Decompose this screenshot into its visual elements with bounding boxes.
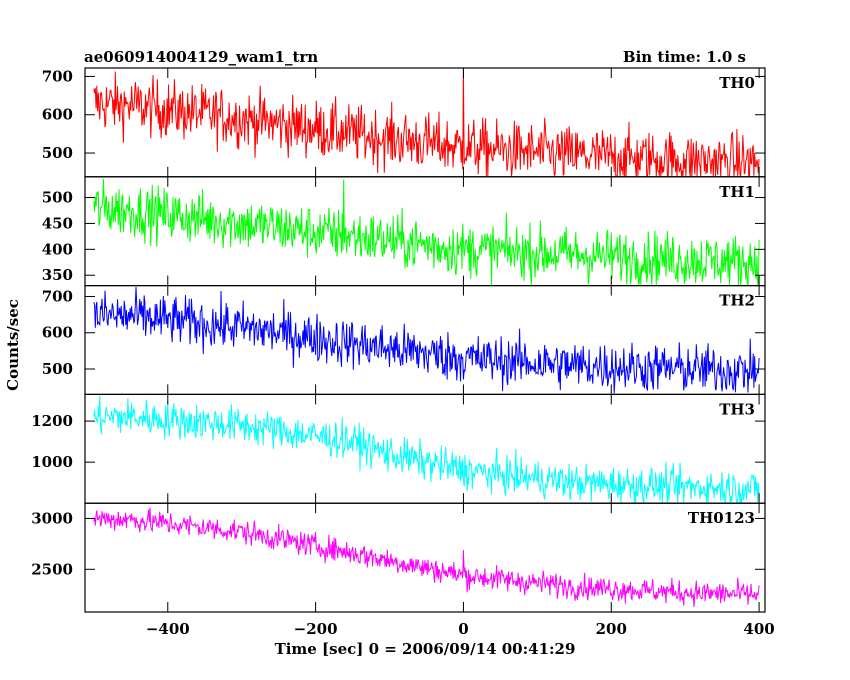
y-tick-label: 700 <box>42 287 73 305</box>
chart-title: ae060914004129_wam1_trn <box>84 48 318 66</box>
series-line-th0 <box>93 68 760 177</box>
series-label: TH2 <box>719 292 755 310</box>
y-tick-label: 700 <box>42 67 73 85</box>
series-label: TH0123 <box>688 509 755 527</box>
bin-time-label: Bin time: 1.0 s <box>623 48 746 66</box>
y-tick-label: 500 <box>42 189 73 207</box>
x-tick-label: 0 <box>458 620 468 638</box>
series-label: TH0 <box>719 74 755 92</box>
panel-frame <box>84 502 766 613</box>
y-tick-label: 500 <box>42 144 73 162</box>
y-tick-label: 600 <box>42 106 73 124</box>
y-tick-label: 350 <box>42 266 73 284</box>
y-axis-label: Counts/sec <box>4 299 22 391</box>
y-tick-label: 500 <box>42 360 73 378</box>
y-tick-label: 2500 <box>31 560 73 578</box>
series-label: TH3 <box>719 400 755 418</box>
x-tick-label: −200 <box>294 620 338 638</box>
panels: 500 600 700 TH0 350 400 450 500 TH1 500 600 700 TH2 1… <box>31 67 775 638</box>
y-tick-label: 450 <box>42 214 73 232</box>
series-line-th2 <box>93 286 760 394</box>
x-tick-label: 200 <box>596 620 627 638</box>
x-tick-label: −400 <box>146 620 190 638</box>
y-tick-label: 600 <box>42 324 73 342</box>
series-line-th3 <box>93 395 760 504</box>
panel-frame <box>84 285 766 396</box>
y-tick-label: 400 <box>42 240 73 258</box>
y-tick-label: 1200 <box>31 412 73 430</box>
series-line-th0123 <box>93 507 760 608</box>
series-label: TH1 <box>719 183 755 201</box>
series-line-th1 <box>93 179 760 286</box>
y-tick-label: 3000 <box>31 509 73 527</box>
x-tick-label: 400 <box>743 620 774 638</box>
x-axis-label: Time [sec] 0 = 2006/09/14 00:41:29 <box>275 640 576 658</box>
y-tick-label: 1000 <box>31 453 73 471</box>
